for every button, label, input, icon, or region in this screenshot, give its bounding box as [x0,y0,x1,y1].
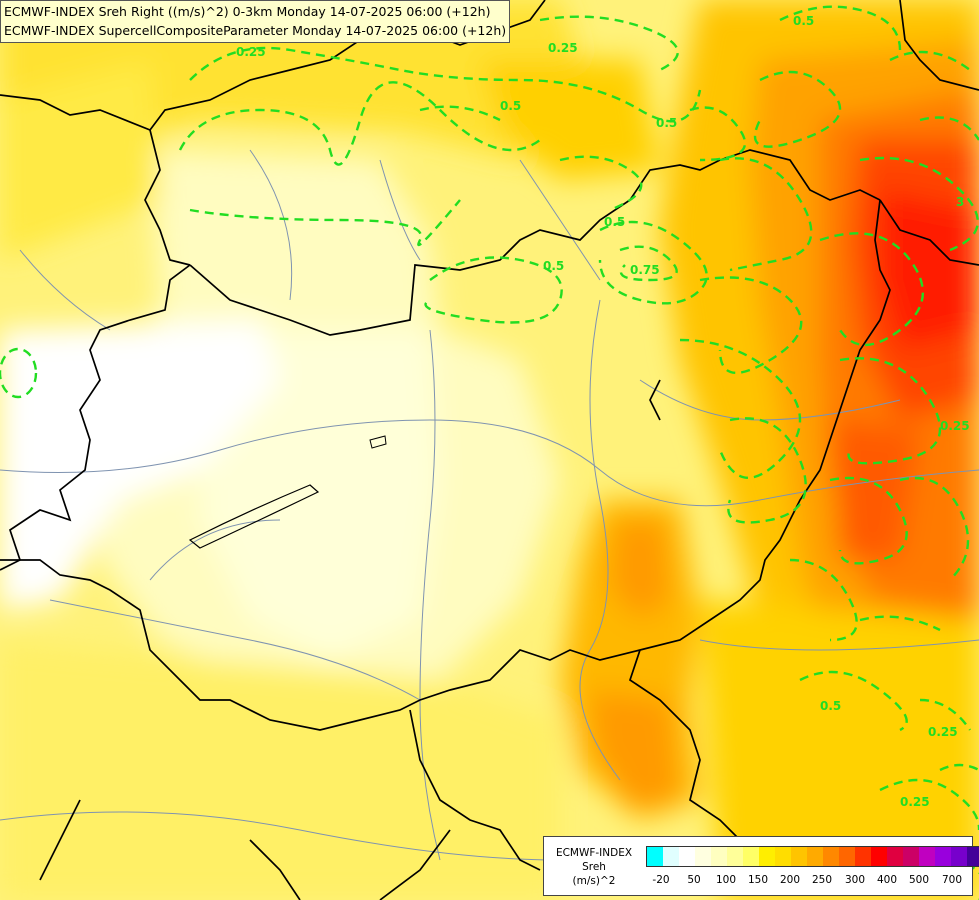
legend-swatch [727,847,743,866]
contour-label: 0.5 [793,14,814,28]
legend-swatch [663,847,679,866]
legend-swatch [855,847,871,866]
contour-label: 3 [956,195,964,209]
legend-swatch [951,847,967,866]
legend-tick: 150 [747,874,769,886]
legend-swatch [823,847,839,866]
legend-tick: 100 [715,874,737,886]
legend-swatch [807,847,823,866]
legend-swatch [935,847,951,866]
contour-label: 0.25 [236,45,266,59]
rivers [0,149,979,861]
contour-label: 0.25 [900,795,930,809]
contour-label: 0.25 [928,725,958,739]
color-legend: ECMWF-INDEX Sreh (m/s)^2 -20 50 100 150 200 2… [543,836,979,896]
legend-tick: -20 [652,874,670,886]
legend-tick: 500 [908,874,930,886]
contour-label: 0.5 [604,215,625,229]
legend-tick: 300 [844,874,866,886]
title-line-1: ECMWF-INDEX Sreh Right ((m/s)^2) 0-3km M… [4,4,491,19]
contour-label: 0.25 [548,41,578,55]
legend-tick: 200 [779,874,801,886]
legend-label: ECMWF-INDEX Sreh (m/s)^2 [548,846,640,888]
legend-tick: 250 [811,874,833,886]
legend-swatch [679,847,695,866]
legend-swatch [839,847,855,866]
legend-param: Sreh [582,861,606,873]
legend-swatch [759,847,775,866]
scp-contours [0,5,979,900]
map-title: ECMWF-INDEX Sreh Right ((m/s)^2) 0-3km M… [0,0,511,43]
contour-label: 0.5 [820,699,841,713]
small-lake [369,435,387,449]
legend-swatch [695,847,711,866]
contour-labels: 0.25 0.5 0.5 0.5 0.75 0.5 0.5 0.25 0.5 0… [236,14,970,809]
legend-swatch [743,847,759,866]
legend-swatch [871,847,887,866]
contour-label: 0.75 [630,263,660,277]
contour-label: 0.5 [656,116,677,130]
legend-swatch [775,847,791,866]
legend-swatch [647,847,663,866]
legend-unit: (m/s)^2 [572,875,616,887]
legend-swatches [646,846,979,867]
contour-label: 0.5 [543,259,564,273]
title-line-2: ECMWF-INDEX SupercellCompositeParameter … [4,23,507,38]
contour-label: 0.5 [500,99,521,113]
contour-label: 0.25 [940,419,970,433]
legend-swatch [711,847,727,866]
legend-tick: 400 [876,874,898,886]
legend-swatch [967,847,979,866]
legend-swatch [919,847,935,866]
legend-swatch [903,847,919,866]
lake [188,484,320,549]
legend-ticks: -20 50 100 150 200 250 300 400 500 700 [646,874,971,888]
legend-swatch [887,847,903,866]
legend-model: ECMWF-INDEX [555,847,633,859]
legend-tick: 700 [941,874,963,886]
legend-tick: 50 [687,874,701,886]
legend-swatch [791,847,807,866]
